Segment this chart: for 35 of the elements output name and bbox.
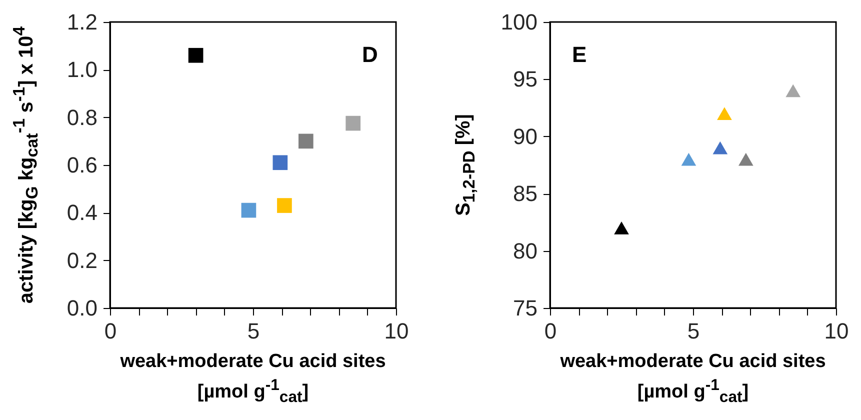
y-tick-label: 0.8 bbox=[66, 104, 98, 130]
y-tick-label: 0.2 bbox=[66, 248, 98, 273]
point bbox=[241, 202, 256, 218]
point bbox=[681, 152, 696, 166]
y-tick-label: 90 bbox=[513, 124, 538, 149]
point bbox=[738, 152, 754, 166]
y-tick-label: 95 bbox=[513, 66, 538, 92]
x-tick-label: 5 bbox=[687, 318, 700, 344]
point bbox=[614, 221, 629, 234]
point bbox=[717, 107, 732, 120]
point bbox=[298, 134, 314, 149]
x-axis-title: weak+moderate Cu acid sites [µmol g$^{-1}$$_{cat}$] bbox=[559, 350, 827, 408]
x-axis-title: weak+moderate Cu acid sites [µmol g$^{-1}$$_{cat}$] bbox=[119, 350, 387, 408]
point bbox=[346, 116, 361, 131]
x-tick-label: 5 bbox=[247, 318, 260, 344]
point bbox=[712, 141, 728, 154]
y-tick-label: 100 bbox=[500, 10, 538, 34]
point bbox=[272, 155, 288, 170]
y-tick-label: 85 bbox=[513, 181, 538, 206]
point bbox=[277, 198, 292, 213]
y-tick-label: 1.0 bbox=[66, 57, 98, 82]
y-tick-label: 80 bbox=[513, 238, 538, 264]
x-tick-label: 10 bbox=[384, 318, 409, 344]
point bbox=[786, 84, 801, 98]
annotation: E bbox=[572, 42, 587, 68]
y-tick-label: 0.6 bbox=[66, 152, 98, 178]
y-tick-label: 0.0 bbox=[66, 296, 98, 320]
y-tick-label: 75 bbox=[513, 296, 538, 320]
point bbox=[188, 48, 204, 63]
annotation: D bbox=[362, 42, 378, 68]
y-tick-label: 1.2 bbox=[66, 10, 98, 34]
y-tick-label: 0.4 bbox=[66, 200, 98, 226]
x-tick-label: 0 bbox=[104, 318, 117, 344]
x-tick-label: 0 bbox=[544, 318, 557, 344]
x-tick-label: 10 bbox=[824, 318, 849, 344]
